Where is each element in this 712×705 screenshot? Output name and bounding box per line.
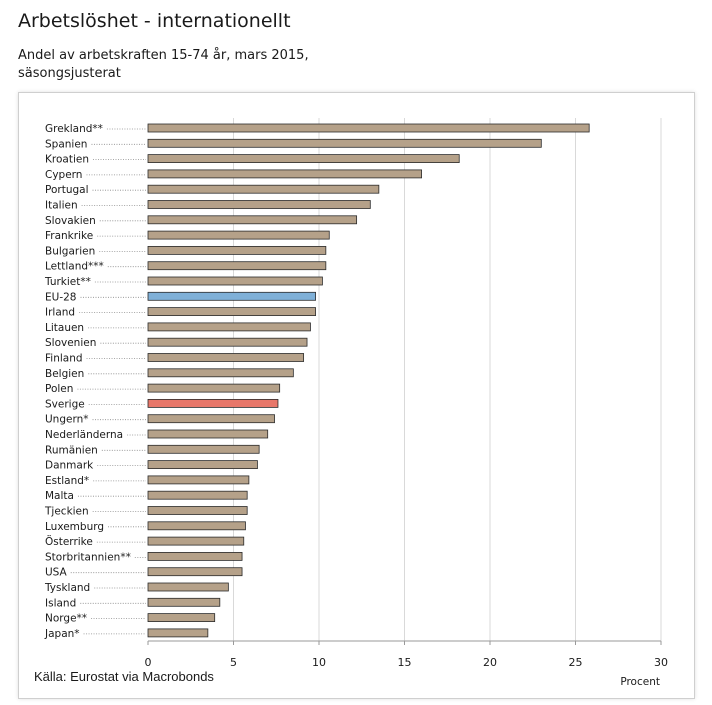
category-label: Island xyxy=(45,597,76,609)
bar xyxy=(147,200,371,209)
category-label: Turkiet** xyxy=(44,276,91,288)
bar xyxy=(147,123,590,133)
bar xyxy=(147,414,275,424)
category-label: Grekland** xyxy=(45,123,103,135)
category-label: Japan* xyxy=(44,628,80,640)
bar xyxy=(147,230,330,240)
category-label: Portugal xyxy=(45,184,89,196)
bar xyxy=(147,337,308,347)
bar xyxy=(147,322,311,332)
category-label: Spanien xyxy=(45,138,87,150)
category-label: Belgien xyxy=(45,368,84,380)
x-axis-label: Procent xyxy=(620,676,660,688)
bar xyxy=(147,552,243,561)
bar xyxy=(147,169,423,179)
category-label: Sverige xyxy=(45,398,85,410)
bar xyxy=(147,521,246,531)
bar xyxy=(147,276,323,286)
category-label: Malta xyxy=(45,490,74,502)
category-label: Luxemburg xyxy=(45,521,104,533)
bar xyxy=(147,582,229,592)
bar xyxy=(147,506,248,515)
x-tick-label: 20 xyxy=(483,656,497,669)
x-tick-label: 0 xyxy=(145,656,152,669)
category-label: Bulgarien xyxy=(45,245,95,257)
bar xyxy=(147,184,380,194)
bar xyxy=(147,245,327,255)
category-label: Rumänien xyxy=(45,444,98,456)
bar xyxy=(147,628,209,638)
category-label: Polen xyxy=(45,383,73,395)
category-label: Österrike xyxy=(45,535,93,548)
bar xyxy=(147,398,279,408)
bar xyxy=(147,215,358,225)
category-label: EU-28 xyxy=(45,291,76,303)
chart-subtitle: Andel av arbetskraften 15-74 år, mars 20… xyxy=(18,48,309,81)
category-label: Nederländerna xyxy=(45,429,123,441)
category-label: Italien xyxy=(45,200,78,212)
bar xyxy=(147,307,316,317)
bar xyxy=(147,444,260,454)
category-label: Frankrike xyxy=(45,230,93,242)
source-note: Källa: Eurostat via Macrobonds xyxy=(34,669,214,684)
category-label: Tjeckien xyxy=(44,506,89,518)
bar xyxy=(147,429,269,439)
bar xyxy=(147,597,221,607)
x-tick-label: 30 xyxy=(654,656,668,669)
category-label: Lettland*** xyxy=(45,261,104,273)
bar xyxy=(147,138,542,148)
x-tick-label: 15 xyxy=(398,656,412,669)
category-label: Litauen xyxy=(45,322,84,334)
x-tick-label: 25 xyxy=(569,656,583,669)
bar xyxy=(147,291,316,301)
category-label: Kroatien xyxy=(45,154,89,166)
bar xyxy=(147,383,281,393)
bar xyxy=(147,490,248,500)
category-label: Tyskland xyxy=(44,582,90,594)
x-tick-label: 10 xyxy=(312,656,326,669)
bar xyxy=(147,567,243,577)
category-label: Finland xyxy=(45,353,83,365)
bar xyxy=(147,368,294,378)
bar xyxy=(147,613,216,622)
bar xyxy=(147,536,245,546)
category-label: Norge** xyxy=(45,613,87,625)
category-label: USA xyxy=(45,567,68,579)
bar xyxy=(147,353,305,362)
bar xyxy=(147,261,327,271)
x-tick-label: 5 xyxy=(230,656,237,669)
category-label: Storbritannien** xyxy=(45,551,131,563)
bar xyxy=(147,154,460,164)
category-label: Estland* xyxy=(45,475,89,487)
bar xyxy=(147,475,250,485)
category-label: Irland xyxy=(45,307,75,319)
category-label: Cypern xyxy=(45,169,82,181)
category-label: Slovenien xyxy=(45,337,96,349)
category-label: Danmark xyxy=(45,460,94,472)
category-label: Slovakien xyxy=(45,215,96,227)
category-label: Ungern* xyxy=(45,414,89,426)
chart-title: Arbetslöshet - internationellt xyxy=(18,10,291,32)
bar xyxy=(147,460,258,470)
